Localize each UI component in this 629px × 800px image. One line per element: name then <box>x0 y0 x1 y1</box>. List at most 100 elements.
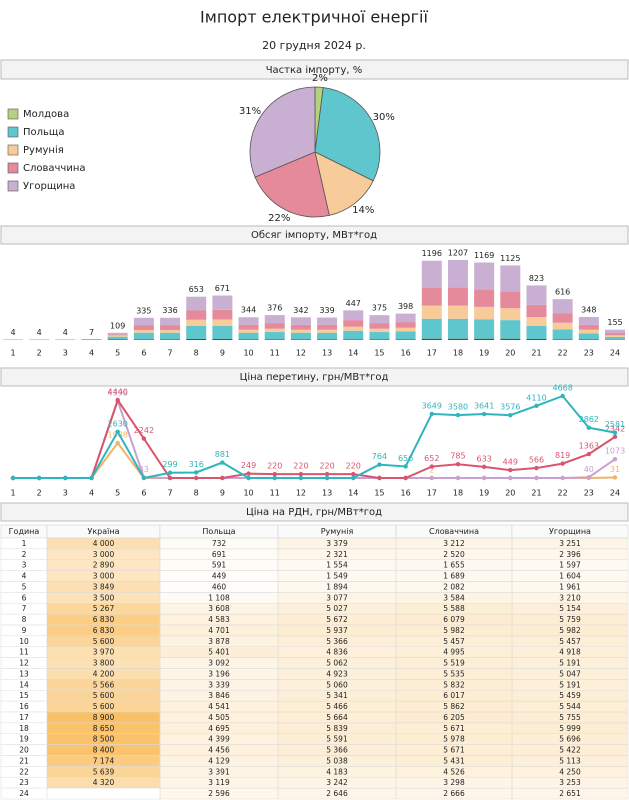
point <box>89 475 94 481</box>
cell-text: 6 830 <box>93 626 115 635</box>
x-tick-label: 12 <box>296 489 306 498</box>
section-title: Ціна на РДН, грн/МВт*год <box>246 506 382 518</box>
cell-text: 4 923 <box>326 669 348 678</box>
cell-text: 3 500 <box>93 593 115 602</box>
slice-label: 22% <box>268 213 290 224</box>
x-tick-label: 5 <box>115 489 120 498</box>
bar-segment <box>605 335 625 338</box>
point <box>115 440 120 446</box>
bar-segment <box>343 310 364 321</box>
value-label: 764 <box>372 452 387 461</box>
cell-text: 23 <box>19 778 29 787</box>
bar-total: 1169 <box>474 251 494 260</box>
cell-text: 2 <box>22 550 27 559</box>
cell-text: 4 250 <box>559 767 581 776</box>
x-tick-label: 2 <box>37 489 42 498</box>
cell-text: 5 113 <box>559 756 581 765</box>
x-tick-label: 11 <box>270 349 280 358</box>
bar-segment <box>447 338 468 340</box>
page-title: Імпорт електричної енергії <box>200 8 428 27</box>
x-tick-label: 17 <box>427 489 437 498</box>
x-tick-label: 13 <box>322 349 332 358</box>
bar-segment <box>133 325 154 331</box>
cell-text: 3 878 <box>208 637 230 646</box>
cell-text: 8 900 <box>93 713 115 722</box>
bar-segment <box>526 325 547 340</box>
cell-text: 1 549 <box>326 572 348 581</box>
cell-text: 3 000 <box>93 550 115 559</box>
point <box>534 403 539 409</box>
bar-segment <box>238 324 259 330</box>
legend-label: Румунія <box>23 144 64 156</box>
cell <box>511 787 629 800</box>
bar-segment <box>160 339 181 340</box>
cell-text: 10 <box>19 637 29 646</box>
value-label: 220 <box>293 462 308 471</box>
cell-text: 8 <box>22 615 27 624</box>
value-label: 2581 <box>605 420 625 429</box>
bar-segment <box>395 331 416 340</box>
value-label: 3641 <box>474 402 494 411</box>
bar-segment <box>212 339 233 340</box>
bar-segment <box>421 318 442 339</box>
section-title: Обсяг імпорту, МВт*год <box>251 229 377 241</box>
cell-text: 691 <box>212 550 227 559</box>
bar-segment <box>186 325 207 340</box>
legend-swatch <box>7 108 19 120</box>
point <box>560 393 565 399</box>
bar-segment <box>317 324 338 330</box>
bar-total: 335 <box>136 306 151 315</box>
bar-segment <box>369 323 390 329</box>
cell-text: 8 400 <box>93 746 115 755</box>
bar-total: 671 <box>215 284 230 293</box>
bar-segment <box>186 339 207 340</box>
cell-text: 3 298 <box>443 778 465 787</box>
x-tick-label: 6 <box>141 489 146 498</box>
point <box>194 470 199 475</box>
column-header: Україна <box>87 527 119 536</box>
point <box>403 475 408 481</box>
cell-text: 5 639 <box>93 767 115 776</box>
x-tick-label: 17 <box>427 349 437 358</box>
x-tick-label: 18 <box>453 489 463 498</box>
cell-text: 3 608 <box>208 604 230 613</box>
x-tick-label: 18 <box>453 349 463 358</box>
bar-segment <box>552 313 573 323</box>
bar-segment <box>290 317 311 325</box>
bar-segment <box>526 339 547 340</box>
cell-text: 5 366 <box>326 637 348 646</box>
cell-text: 3 077 <box>326 593 348 602</box>
value-label: 819 <box>555 451 570 460</box>
bar-segment <box>238 339 259 340</box>
cell-text: 5 038 <box>326 756 348 765</box>
section-header <box>0 225 629 245</box>
bar-segment <box>578 329 599 334</box>
bar-segment <box>500 265 521 292</box>
x-tick-label: 13 <box>322 489 332 498</box>
point <box>429 464 434 469</box>
point <box>508 467 513 473</box>
bar-segment <box>369 339 390 340</box>
x-tick-label: 1 <box>10 349 15 358</box>
x-tick-label: 21 <box>531 349 541 358</box>
cell-text: 4 505 <box>208 713 230 722</box>
point <box>115 429 120 435</box>
cell-text: 5 047 <box>559 669 581 678</box>
value-label: 785 <box>450 452 465 461</box>
bar-segment <box>578 339 599 340</box>
bar-segment <box>264 323 285 329</box>
bar-segment <box>421 287 442 306</box>
bar-segment <box>474 338 495 340</box>
bar-total: 7 <box>89 328 94 337</box>
cell-text: 2 890 <box>93 561 115 570</box>
point <box>194 475 199 481</box>
cell-text: 1 <box>22 539 27 548</box>
bar-segment <box>290 339 311 340</box>
cell-text: 591 <box>212 561 227 570</box>
value-label: 220 <box>346 462 361 471</box>
x-tick-label: 3 <box>63 489 68 498</box>
x-tick-label: 6 <box>141 349 146 358</box>
bar-segment <box>526 317 547 326</box>
bar-total: 344 <box>241 306 256 315</box>
value-label: 220 <box>319 462 334 471</box>
